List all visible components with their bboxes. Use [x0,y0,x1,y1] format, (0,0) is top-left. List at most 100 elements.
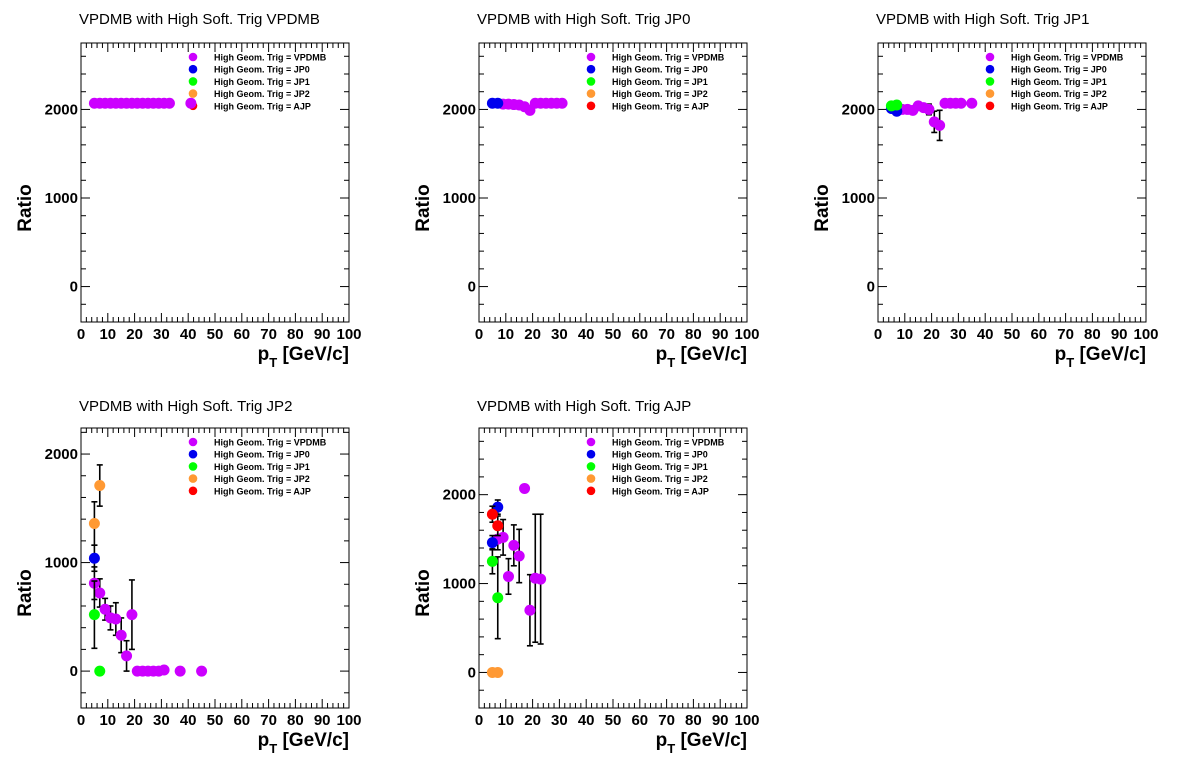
x-tick-label: 70 [260,326,277,343]
x-tick-label: 50 [605,326,622,343]
x-tick-label: 10 [497,712,514,729]
legend-label-ajp: High Geom. Trig = AJP [214,486,311,496]
legend-marker-ajp [586,486,596,496]
x-tick-label: 70 [658,326,675,343]
data-point-jp0 [88,552,100,564]
data-point-vpdmb [115,629,127,641]
data-point-vpdmb [163,97,175,109]
data-point-jp1 [492,592,504,604]
legend-marker-jp1 [188,77,198,86]
data-point-jp1 [94,665,106,677]
legend-marker-jp1 [586,462,596,471]
legend-label-jp1: High Geom. Trig = JP1 [214,462,310,472]
legend-marker-vpdmb [985,52,995,62]
legend-marker-jp1 [586,77,596,86]
legend-label-jp1: High Geom. Trig = JP1 [1011,77,1107,87]
x-axis-label: pT [GeV/c] [258,344,349,370]
chart-title: VPDMB with High Soft. Trig AJP [477,398,691,415]
legend-label-jp2: High Geom. Trig = JP2 [1011,89,1107,99]
x-tick-label: 20 [923,326,940,343]
data-point-vpdmb [196,665,208,677]
legend-marker-vpdmb [586,437,596,447]
x-axis-label-rest: [GeV/c] [675,730,747,751]
legend-marker-jp0 [586,449,596,459]
data-point-vpdmb [110,613,122,625]
x-tick-label: 60 [1030,326,1047,343]
y-tick-label: 1000 [45,190,78,207]
legend-marker-vpdmb [188,437,198,447]
legend-label-vpdmb: High Geom. Trig = VPDMB [612,53,725,63]
x-tick-label: 10 [99,326,116,343]
legend-label-jp0: High Geom. Trig = JP0 [1011,65,1107,75]
y-axis-label: Ratio [413,569,434,617]
data-point-vpdmb [185,97,197,109]
y-axis-label: Ratio [413,184,434,232]
x-tick-label: 0 [874,326,882,343]
y-tick-label: 1000 [45,555,78,572]
legend-marker-jp2 [586,474,596,483]
x-tick-label: 30 [551,326,568,343]
y-tick-label: 0 [468,664,476,681]
legend-marker-ajp [188,486,198,496]
data-point-jp1 [486,555,498,567]
x-tick-label: 50 [207,326,224,343]
legend-marker-jp2 [188,474,198,483]
legend-label-ajp: High Geom. Trig = AJP [612,101,709,111]
x-axis-label: pT [GeV/c] [1055,344,1146,370]
legend-label-jp1: High Geom. Trig = JP1 [612,462,708,472]
data-point-vpdmb [513,550,525,562]
data-point-vpdmb [524,604,536,616]
x-axis-label-sub: T [269,741,277,756]
x-tick-label: 80 [685,326,702,343]
x-axis-label-rest: [GeV/c] [675,344,747,365]
x-axis-label: pT [GeV/c] [656,344,747,370]
y-tick-label: 2000 [842,101,875,118]
x-tick-label: 60 [233,326,250,343]
data-point-vpdmb [556,97,568,109]
legend-marker-jp0 [985,64,995,74]
y-tick-label: 2000 [443,101,476,118]
legend-label-vpdmb: High Geom. Trig = VPDMB [214,53,327,63]
x-tick-label: 70 [1057,326,1074,343]
x-tick-label: 60 [631,712,648,729]
y-tick-label: 1000 [842,190,875,207]
x-axis-label-rest: [GeV/c] [1074,344,1146,365]
x-tick-label: 80 [685,712,702,729]
x-tick-label: 70 [260,712,277,729]
legend-marker-jp2 [188,89,198,98]
x-tick-label: 100 [336,326,361,343]
x-tick-label: 80 [1084,326,1101,343]
x-axis-label-main: p [656,344,668,365]
legend-label-jp2: High Geom. Trig = JP2 [612,474,708,484]
data-point-vpdmb [923,103,935,115]
x-tick-label: 0 [77,326,85,343]
chart-panel-4: VPDMB with High Soft. Trig JP2 0 10 20 30 40 5… [15,398,362,756]
x-tick-label: 70 [658,712,675,729]
legend-label-jp2: High Geom. Trig = JP2 [214,89,310,99]
y-tick-label: 0 [70,663,78,680]
data-point-ajp [492,520,504,532]
data-point-vpdmb [934,119,946,131]
data-point-vpdmb [99,603,111,615]
x-tick-label: 10 [99,712,116,729]
legend-label-jp1: High Geom. Trig = JP1 [612,77,708,87]
x-axis-label: pT [GeV/c] [656,730,747,756]
legend-label-jp0: High Geom. Trig = JP0 [214,65,310,75]
legend-marker-jp2 [586,89,596,98]
x-axis-label-main: p [258,344,270,365]
legend-label-vpdmb: High Geom. Trig = VPDMB [1011,53,1124,63]
legend-label-ajp: High Geom. Trig = AJP [1011,101,1108,111]
chart-panel-1: VPDMB with High Soft. Trig VPDMB 0 10 20 30 4… [15,11,362,370]
data-point-jp1 [891,99,903,111]
legend-label-ajp: High Geom. Trig = AJP [612,486,709,496]
x-tick-label: 0 [77,712,85,729]
x-tick-label: 40 [578,326,595,343]
data-point-jp0 [492,97,504,109]
data-point-vpdmb [158,664,170,676]
legend-marker-jp0 [586,64,596,74]
x-tick-label: 90 [1111,326,1128,343]
x-tick-label: 100 [734,712,759,729]
x-tick-label: 30 [551,712,568,729]
data-point-vpdmb [519,482,531,494]
legend-marker-jp0 [188,449,198,459]
